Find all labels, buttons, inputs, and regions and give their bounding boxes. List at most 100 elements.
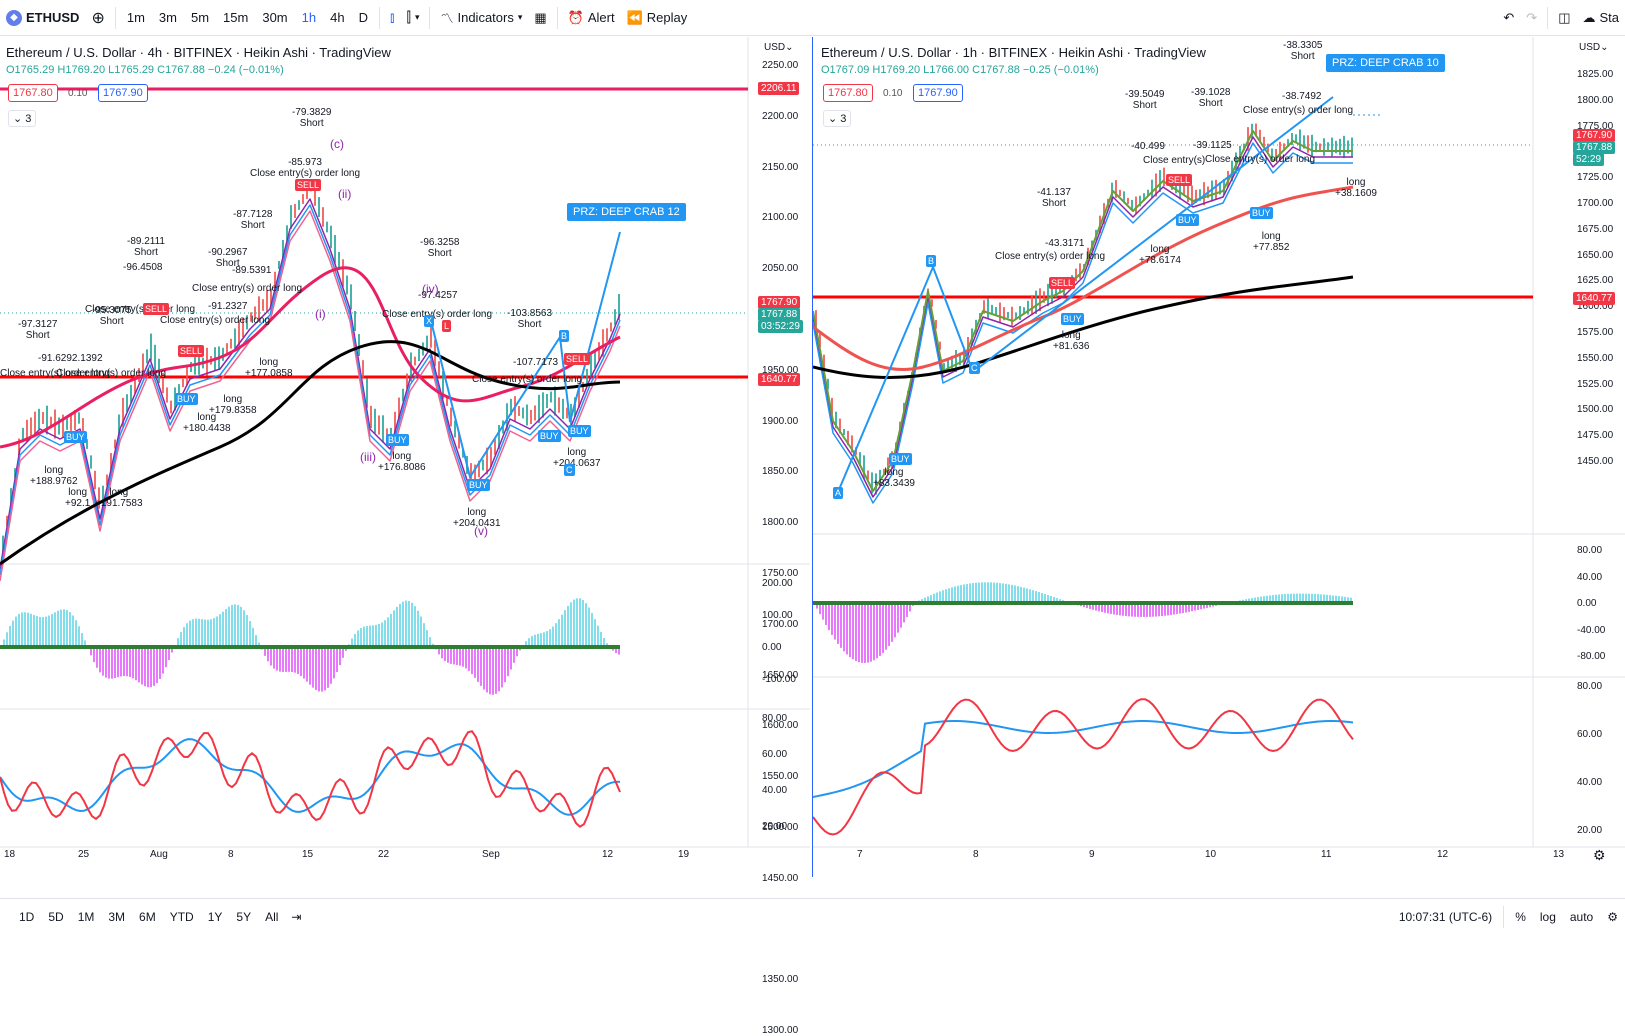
price-tick: 2250.00	[762, 60, 798, 71]
osc-bar	[894, 603, 896, 637]
redo-button[interactable]: ↷	[1520, 0, 1543, 36]
buy-price-box[interactable]: 1767.90	[98, 84, 148, 102]
currency-label[interactable]: USD⌄	[1579, 42, 1609, 53]
buy-tag: BUY	[889, 453, 912, 465]
range-ytd[interactable]: YTD	[163, 910, 201, 924]
osc-bar	[1008, 584, 1010, 603]
chart-type-button[interactable]: ⫿ ▾	[400, 0, 425, 36]
interval-3m[interactable]: 3m	[152, 0, 184, 36]
percent-toggle[interactable]: %	[1508, 910, 1533, 924]
save-cloud-button[interactable]: ☁ Sta	[1576, 0, 1625, 36]
time-tick: 12	[602, 849, 613, 860]
candle	[542, 392, 544, 417]
interval-d[interactable]: D	[352, 0, 375, 36]
clock-time[interactable]: 10:07:31 (UTC-6)	[1392, 910, 1499, 924]
left-chart-pane[interactable]: Ethereum / U.S. Dollar · 4h · BITFINEX ·…	[0, 37, 810, 877]
buy-price-box[interactable]: 1767.90	[913, 84, 963, 102]
osc-bar	[6, 632, 8, 647]
osc-bar	[558, 619, 560, 647]
gear-icon[interactable]: ⚙	[1593, 847, 1606, 864]
osc-bar	[102, 647, 104, 676]
osc-bar	[183, 627, 185, 647]
range-1m[interactable]: 1M	[71, 910, 102, 924]
candle	[362, 360, 364, 378]
osc-bar	[825, 603, 827, 625]
osc-bar	[846, 603, 848, 654]
price-tick: 1500.00	[1577, 404, 1613, 415]
rsi-red	[0, 731, 620, 826]
osc-bar	[135, 647, 137, 680]
osc-bar	[60, 610, 62, 647]
pattern-point-b: B	[559, 330, 569, 342]
osc-bar	[396, 607, 398, 647]
symbol-search[interactable]: ◆ ETHUSD	[0, 0, 85, 36]
chart-annotation: -87.7128 Short	[233, 209, 272, 231]
sell-price-box[interactable]: 1767.80	[8, 84, 58, 102]
compare-button[interactable]: ⊕	[85, 0, 110, 36]
sell-price-box[interactable]: 1767.80	[823, 84, 873, 102]
osc-bar	[879, 603, 881, 656]
support-line-tag: 1640.77	[758, 373, 800, 386]
sell-tag: SELL	[1049, 277, 1075, 289]
calendar-icon: ⇥	[291, 910, 301, 924]
chart-annotation: -91.2327	[208, 301, 247, 312]
settings-button[interactable]: ⚙	[1600, 910, 1625, 924]
price-tick: 2200.00	[762, 111, 798, 122]
candle	[150, 334, 152, 361]
replay-button[interactable]: ⏪ Replay	[621, 0, 694, 36]
interval-30m[interactable]: 30m	[255, 0, 294, 36]
currency-label[interactable]: USD⌄	[764, 42, 794, 53]
osc-tick: 80.00	[1577, 545, 1602, 556]
undo-button[interactable]: ↶	[1497, 0, 1520, 36]
osc-bar	[897, 603, 899, 633]
osc-bar	[156, 647, 158, 683]
osc-bar	[501, 647, 503, 687]
osc-bar	[891, 603, 893, 642]
osc-bar	[180, 632, 182, 647]
interval-1h[interactable]: 1h	[295, 0, 323, 36]
osc-bar	[66, 610, 68, 647]
osc-bar	[75, 620, 77, 647]
range-all[interactable]: All	[258, 910, 285, 924]
osc-bar	[969, 583, 971, 603]
range-1d[interactable]: 1D	[12, 910, 41, 924]
auto-toggle[interactable]: auto	[1563, 910, 1600, 924]
chart-annotation: Close entry(s)	[1143, 155, 1205, 166]
right-chart-pane[interactable]: Ethereum / U.S. Dollar · 1h · BITFINEX ·…	[812, 37, 1625, 877]
osc-bar	[867, 603, 869, 663]
osc-bar	[822, 603, 824, 620]
candle	[1351, 137, 1353, 156]
osc-bar	[492, 647, 494, 695]
price-tick: 1850.00	[762, 466, 798, 477]
candle	[302, 194, 304, 204]
candle	[370, 406, 372, 428]
currency-text: USD	[1579, 42, 1600, 53]
candle	[1215, 180, 1217, 200]
osc-bar	[330, 647, 332, 684]
candle	[78, 412, 80, 423]
range-6m[interactable]: 6M	[132, 910, 163, 924]
templates-button[interactable]: ▦	[528, 0, 552, 36]
interval-5m[interactable]: 5m	[184, 0, 216, 36]
range-5y[interactable]: 5Y	[229, 910, 258, 924]
indicators-button[interactable]: 〽 Indicators ▾	[434, 0, 528, 36]
osc-bar	[993, 583, 995, 603]
bar-style-button[interactable]: ⫾	[384, 0, 400, 36]
range-1y[interactable]: 1Y	[201, 910, 230, 924]
candle	[346, 276, 348, 295]
candle	[1203, 182, 1205, 205]
alert-button[interactable]: ⏰ Alert	[562, 0, 621, 36]
rsi-tick: 60.00	[762, 749, 787, 760]
replay-label: Replay	[647, 10, 687, 25]
layout-button[interactable]: ◫	[1552, 0, 1576, 36]
range-3m[interactable]: 3M	[101, 910, 132, 924]
interval-4h[interactable]: 4h	[323, 0, 351, 36]
candle	[614, 309, 616, 325]
interval-1m[interactable]: 1m	[120, 0, 152, 36]
log-toggle[interactable]: log	[1533, 910, 1563, 924]
date-range-button[interactable]: ⇥	[285, 899, 307, 935]
collapse-indicators-button[interactable]: ⌄ 3	[823, 110, 851, 127]
range-5d[interactable]: 5D	[41, 910, 70, 924]
interval-15m[interactable]: 15m	[216, 0, 255, 36]
collapse-indicators-button[interactable]: ⌄ 3	[8, 110, 36, 127]
